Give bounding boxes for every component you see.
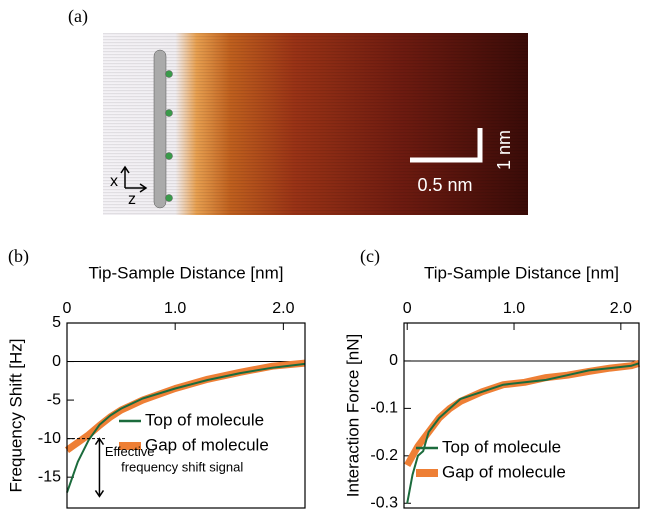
panel-label: (c) — [360, 246, 380, 267]
panel-label: (a) — [68, 6, 88, 27]
y-tick-label: -0.1 — [370, 400, 398, 417]
y-tick-label: 0 — [389, 352, 398, 369]
afm-texture — [103, 33, 528, 215]
molecule — [153, 49, 173, 209]
y-tick-label: -15 — [38, 468, 61, 485]
y-tick-label: 5 — [52, 314, 61, 331]
y-axis-label: Interaction Force [nN] — [343, 334, 362, 497]
y-tick-label: -0.3 — [370, 494, 398, 511]
y-tick-label: -10 — [38, 430, 61, 447]
legend-label: Gap of molecule — [145, 435, 269, 454]
panel-label: (b) — [8, 246, 29, 267]
x-tick-label: 1.0 — [503, 300, 525, 317]
x-tick-label: 2.0 — [272, 300, 294, 317]
legend-label: Top of molecule — [145, 410, 264, 429]
y-tick-label: -0.2 — [370, 447, 398, 464]
scale-label: 0.5 nm — [417, 175, 472, 195]
axes-icon — [120, 165, 148, 193]
scale-bar — [410, 128, 483, 163]
x-axis-label: Tip-Sample Distance [nm] — [424, 263, 619, 282]
plot-frame — [403, 322, 640, 509]
y-tick-label: -5 — [47, 391, 61, 408]
legend-label: Top of molecule — [442, 437, 561, 456]
x-axis-label: Tip-Sample Distance [nm] — [89, 263, 284, 282]
x-tick-label: 2.0 — [610, 300, 632, 317]
annotation: frequency shift signal — [121, 459, 243, 474]
data-line — [66, 362, 306, 493]
annotation: Effective — [105, 444, 155, 459]
x-tick-label: 1.0 — [164, 300, 186, 317]
axis-label: x — [110, 173, 118, 190]
x-tick-label: 0 — [63, 300, 72, 317]
annotation-arrow — [94, 437, 105, 498]
legend-label: Gap of molecule — [442, 462, 566, 481]
plot-frame — [66, 322, 306, 509]
y-axis-label: Frequency Shift [Hz] — [6, 338, 25, 492]
data-line — [406, 362, 640, 504]
y-tick-label: 0 — [52, 353, 61, 370]
x-tick-label: 0 — [403, 300, 412, 317]
panel-a: (a) x z 0.5 nm 1 nm — [68, 6, 528, 215]
axis-label: z — [128, 191, 136, 208]
scale-label: 1 nm — [494, 130, 514, 170]
